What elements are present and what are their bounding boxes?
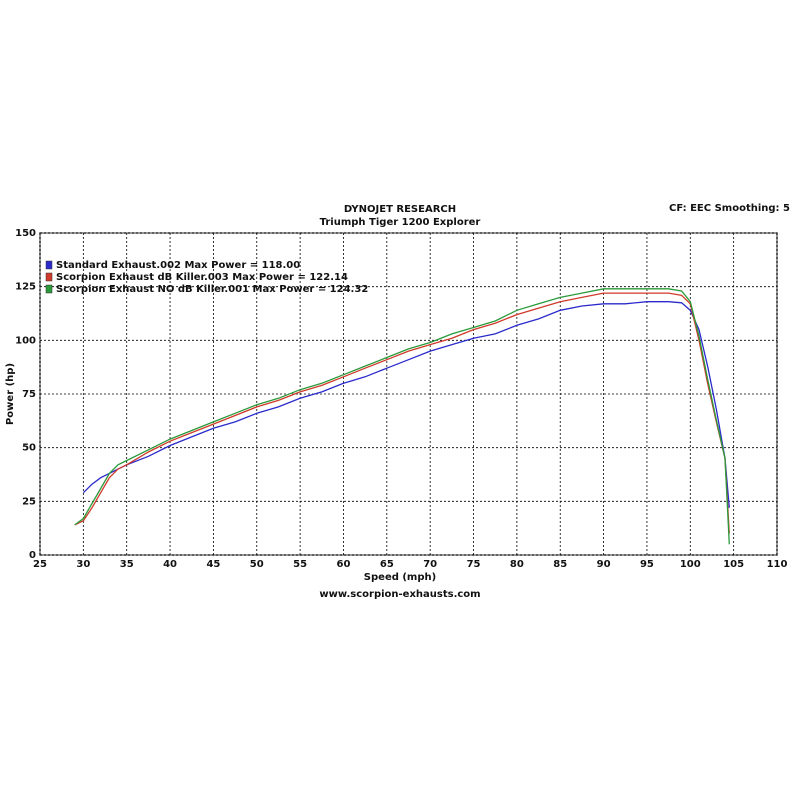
x-tick-label: 50	[250, 559, 264, 570]
x-tick-label: 30	[76, 559, 90, 570]
x-tick-label: 75	[467, 559, 481, 570]
legend-swatch	[45, 272, 53, 282]
y-tick-label: 150	[15, 228, 36, 239]
y-tick-label: 50	[22, 443, 36, 454]
x-tick-label: 25	[33, 559, 47, 570]
y-axis-label: Power (hp)	[5, 363, 16, 425]
y-tick-label: 75	[22, 389, 36, 400]
x-tick-label: 45	[206, 559, 220, 570]
x-tick-label: 65	[380, 559, 394, 570]
y-tick-label: 25	[22, 496, 36, 507]
x-tick-label: 55	[293, 559, 307, 570]
x-tick-label: 105	[723, 559, 744, 570]
x-tick-label: 95	[640, 559, 654, 570]
legend-label: Scorpion Exhaust NO dB Killer.001 Max Po…	[56, 284, 368, 295]
y-tick-label: 0	[29, 550, 36, 561]
power-line	[74, 292, 730, 534]
x-tick-label: 80	[510, 559, 524, 570]
settings-note: CF: EEC Smoothing: 5	[669, 203, 790, 214]
legend-swatch	[45, 284, 53, 294]
x-tick-label: 40	[163, 559, 177, 570]
chart-subtitle: Triumph Tiger 1200 Explorer	[320, 217, 481, 228]
y-tick-label: 125	[15, 282, 36, 293]
legend-swatch	[45, 260, 53, 270]
x-tick-label: 60	[337, 559, 351, 570]
legend-label: Standard Exhaust.002 Max Power = 118.00	[56, 260, 300, 271]
footer: www.scorpion-exhausts.com	[319, 589, 480, 600]
power-line	[74, 288, 730, 545]
power-line	[82, 301, 730, 508]
x-axis-label: Speed (mph)	[364, 572, 436, 583]
x-tick-label: 85	[553, 559, 567, 570]
x-tick-label: 110	[767, 559, 788, 570]
x-tick-label: 100	[680, 559, 701, 570]
chart-title: DYNOJET RESEARCH	[344, 204, 456, 215]
y-tick-label: 100	[15, 335, 36, 346]
x-tick-label: 35	[120, 559, 134, 570]
x-tick-label: 70	[423, 559, 437, 570]
x-tick-label: 90	[597, 559, 611, 570]
legend-label: Scorpion Exhaust dB Killer.003 Max Power…	[56, 272, 348, 283]
